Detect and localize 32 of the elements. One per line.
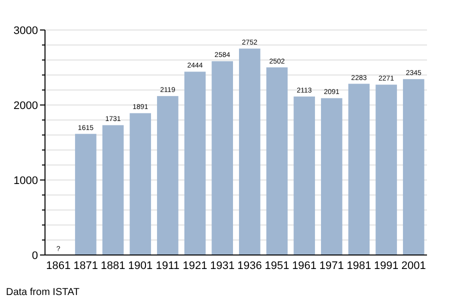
bar <box>376 84 397 255</box>
bar <box>348 84 370 255</box>
y-tick-label: 3000 <box>14 25 38 37</box>
x-tick-label: 1971 <box>319 260 344 272</box>
x-tick-label: 1871 <box>73 260 98 272</box>
bar <box>402 79 424 255</box>
x-tick-label: 1936 <box>237 260 262 272</box>
x-tick-label: 1901 <box>128 260 153 272</box>
x-tick-label: 1961 <box>292 260 317 272</box>
bar <box>320 98 342 255</box>
x-tick-label: 2001 <box>401 260 426 272</box>
x-tick-label: 1911 <box>156 260 180 272</box>
bar <box>130 113 152 255</box>
bar <box>294 96 315 255</box>
x-tick-label: 1981 <box>346 260 372 272</box>
bar <box>75 134 96 255</box>
x-tick-label: 1881 <box>100 260 126 272</box>
text: Data from ISTAT <box>6 287 80 298</box>
y-tick-label: 0 <box>32 250 38 262</box>
bar <box>239 48 260 255</box>
x-tick-label: 1991 <box>374 260 399 272</box>
bar <box>212 61 233 255</box>
x-tick-label: 1861 <box>46 260 71 272</box>
bar <box>266 67 288 255</box>
x-tick-label: 1921 <box>182 260 208 272</box>
y-tick-label: 2000 <box>14 100 38 112</box>
y-tick-label: 1000 <box>14 175 38 187</box>
x-tick-label: 1951 <box>264 260 290 272</box>
bar <box>184 72 206 255</box>
bar <box>102 125 124 255</box>
x-tick-label: 1931 <box>210 260 235 272</box>
bar <box>157 96 178 255</box>
